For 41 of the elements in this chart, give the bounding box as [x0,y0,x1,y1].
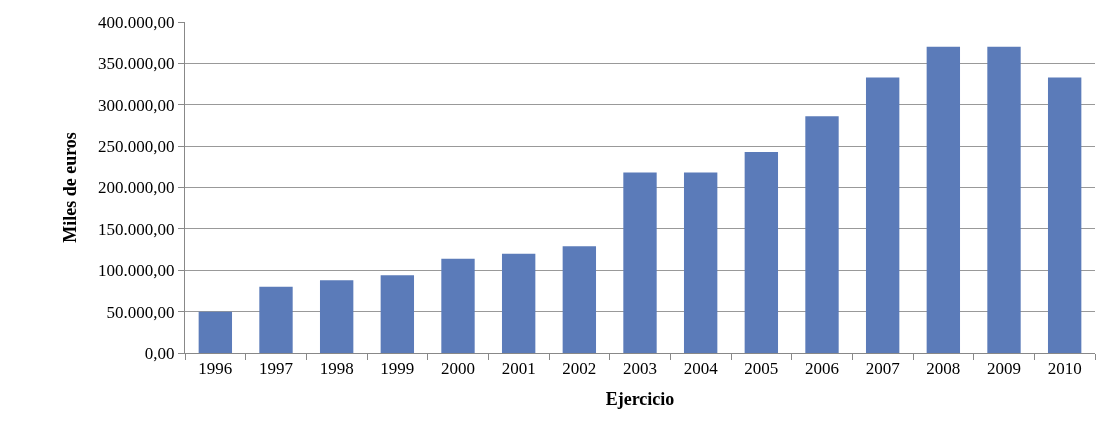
y-tick-label: 50.000,00 [106,302,175,322]
x-tick-label: 2001 [501,359,536,379]
x-tick-label: 2004 [683,359,719,379]
y-tick-label: 0,00 [144,343,175,363]
x-axis-title: Ejercicio [605,388,675,409]
x-tick-label: 2008 [926,359,961,379]
x-tick-label: 2000 [441,359,475,379]
x-tick-label: 2009 [987,359,1021,379]
y-tick-label: 250.000,00 [98,137,175,157]
x-tick-label: 1997 [259,359,294,379]
y-axis-title: Miles de euros [60,132,81,243]
x-tick-label: 2005 [744,359,779,379]
y-tick-label: 400.000,00 [98,12,175,32]
bar [1047,77,1082,353]
x-tick-label: 1998 [319,359,354,379]
x-tick-label: 2007 [865,359,901,379]
y-tick-label: 100.000,00 [98,261,175,281]
y-tick-label: 200.000,00 [98,178,175,198]
bar [198,311,233,353]
y-tick-label: 300.000,00 [98,95,175,115]
bar [319,280,354,353]
bar [380,275,415,353]
y-tick-label: 350.000,00 [98,54,175,74]
y-tick-label: 150.000,00 [98,219,175,239]
x-tick-label: 2002 [562,359,597,379]
bar [623,172,657,353]
bar [259,286,293,353]
bar [501,253,536,353]
x-tick-label: 1999 [380,359,415,379]
x-tick-label: 2003 [623,359,657,379]
bar [441,258,475,353]
bar [926,46,961,353]
x-tick-label: 1996 [198,359,233,379]
bar [562,246,597,353]
x-tick-label: 2006 [805,359,839,379]
bar [987,46,1021,353]
bar [805,116,839,353]
bar [683,172,718,353]
x-tick-label: 2010 [1047,359,1082,379]
bar [865,77,900,353]
bar [744,151,779,353]
